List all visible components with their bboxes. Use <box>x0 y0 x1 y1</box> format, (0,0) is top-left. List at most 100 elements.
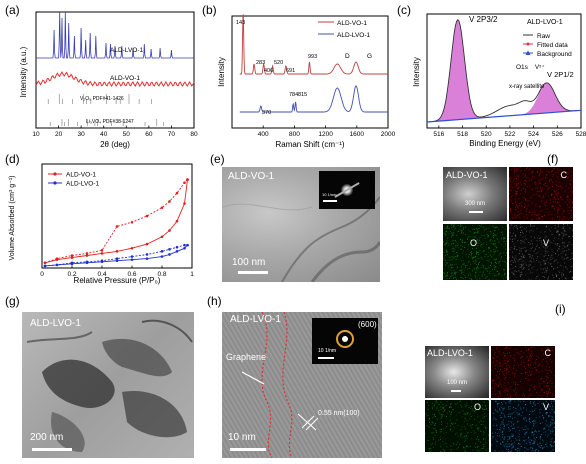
x-tick-label: 800 <box>289 131 300 138</box>
eds-signal-dot <box>528 180 530 181</box>
eds-signal-dot <box>524 451 526 452</box>
eds-signal-dot <box>523 239 525 241</box>
eds-signal-dot <box>504 385 506 387</box>
panel-a-xrd: (a) 10 20 30 40 50 60 70 80 ALD-LVO-1 ALD-VO-1 … <box>0 0 200 150</box>
eds-signal-dot <box>496 441 498 443</box>
eds-signal-dot <box>514 360 515 362</box>
eds-signal-dot <box>483 444 485 445</box>
eds-signal-dot <box>472 424 473 425</box>
eds-signal-dot <box>557 243 559 244</box>
eds-signal-dot <box>519 210 521 211</box>
eds-signal-dot <box>557 168 559 170</box>
eds-signal-dot <box>528 265 530 267</box>
eds-signal-dot <box>558 238 560 239</box>
eds-signal-dot <box>571 176 573 178</box>
eds-signal-dot <box>534 409 535 411</box>
eds-signal-dot <box>523 268 524 270</box>
raman-series-lvo <box>239 85 388 113</box>
eds-signal-dot <box>525 377 526 379</box>
eds-signal-dot <box>491 349 493 351</box>
panel-f-eds: (f) ALD-VO-1 300 nm C O V <box>385 150 586 285</box>
bet-vo-adsorption-point <box>70 256 74 259</box>
eds-signal-dot <box>509 232 511 234</box>
tem-image-lvo: ALD-LVO-1 200 nm <box>22 312 194 458</box>
eds-signal-dot <box>541 177 543 179</box>
eds-signal-dot <box>516 190 518 192</box>
eds-signal-dot <box>540 264 542 266</box>
eds-signal-dot <box>456 256 458 258</box>
eds-signal-dot <box>492 278 494 280</box>
eds-signal-dot <box>456 234 458 236</box>
eds-signal-dot <box>533 442 535 443</box>
bet-lvo-adsorption-point <box>160 255 164 258</box>
eds-signal-dot <box>518 198 520 200</box>
x-tick-label: 2000 <box>381 131 395 138</box>
eds-signal-dot <box>520 242 522 244</box>
eds-signal-dot <box>493 243 495 245</box>
eds-signal-dot <box>571 186 573 188</box>
bet-lvo-desorption-point <box>130 255 134 258</box>
eds-signal-dot <box>556 201 558 203</box>
eds-signal-dot <box>539 442 541 444</box>
eds-signal-dot <box>445 275 447 277</box>
eds-signal-dot <box>444 409 446 411</box>
eds-signal-dot <box>509 393 511 395</box>
eds-signal-dot <box>563 210 564 212</box>
eds-signal-dot <box>524 447 526 449</box>
eds-signal-dot <box>562 248 564 250</box>
eds-signal-dot <box>530 236 532 238</box>
eds-signal-dot <box>485 268 487 270</box>
bet-lvo-adsorption-point <box>130 258 134 261</box>
eds-signal-dot <box>488 434 489 436</box>
eds-signal-dot <box>515 271 517 273</box>
eds-signal-dot <box>460 429 462 431</box>
xrd-reference-v2o5 <box>47 94 152 104</box>
eds-signal-dot <box>443 443 445 445</box>
eds-signal-dot <box>435 441 437 443</box>
eds-signal-dot <box>460 433 462 434</box>
eds-signal-dot <box>463 227 465 229</box>
eds-signal-dot <box>518 413 520 415</box>
eds-signal-dot <box>481 251 483 253</box>
eds-signal-dot <box>463 413 465 415</box>
eds-signal-dot <box>435 409 437 411</box>
eds-signal-dot <box>552 274 554 276</box>
bet-vo-desorption-point <box>55 257 59 260</box>
eds-signal-dot <box>454 228 456 230</box>
eds-signal-dot <box>545 205 546 206</box>
eds-signal-dot <box>524 176 526 177</box>
bet-vo-desorption-point <box>70 254 74 257</box>
x-tick-label: 70 <box>168 131 176 138</box>
eds-signal-dot <box>513 446 514 448</box>
eds-signal-dot <box>561 177 563 179</box>
eds-signal-dot <box>456 432 458 434</box>
eds-signal-dot <box>511 413 513 415</box>
panel-label-i: (i) <box>555 302 566 316</box>
eds-signal-dot <box>552 257 554 259</box>
eds-signal-dot <box>462 278 464 279</box>
eds-signal-dot <box>503 353 505 355</box>
eds-signal-dot <box>466 419 468 421</box>
eds-signal-dot <box>529 442 531 444</box>
saed-scale-label: 10 1/nm <box>322 192 337 197</box>
eds-signal-dot <box>465 428 467 430</box>
eds-signal-dot <box>509 179 511 181</box>
eds-lvo-scale-bar <box>451 390 461 392</box>
xrd-plot-frame <box>35 11 195 129</box>
eds-signal-dot <box>459 270 461 272</box>
eds-signal-dot <box>464 247 466 248</box>
eds-signal-dot <box>451 235 453 237</box>
eds-signal-dot <box>518 213 520 215</box>
eds-signal-dot <box>452 264 454 266</box>
eds-signal-dot <box>531 202 533 204</box>
eds-signal-dot <box>515 391 517 393</box>
eds-signal-dot <box>536 391 538 393</box>
eds-signal-dot <box>512 272 514 274</box>
eds-signal-dot <box>547 278 549 280</box>
eds-signal-dot <box>514 168 516 169</box>
eds-signal-dot <box>544 428 546 430</box>
eds-signal-dot <box>505 255 507 256</box>
eds-signal-dot <box>503 352 505 354</box>
eds-signal-dot <box>514 375 516 377</box>
eds-signal-dot <box>495 383 497 384</box>
